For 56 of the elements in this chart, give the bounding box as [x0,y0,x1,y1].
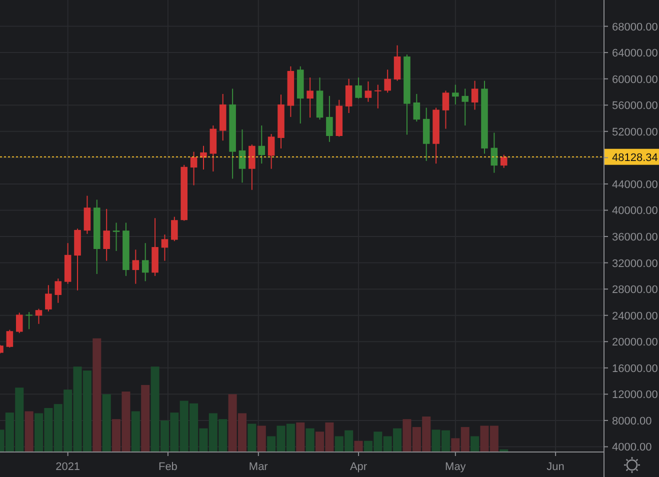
candlestick [190,151,198,186]
candlestick [238,128,246,184]
candlestick [345,78,352,114]
candlestick [394,44,401,82]
candlestick [132,249,140,284]
candlestick [374,84,382,109]
x-tick-label: Feb [158,461,178,473]
y-tick-label: 68000.00 [612,21,658,34]
candlestick [306,77,314,118]
y-tick-label: 12000.00 [612,389,658,402]
y-tick-label: 16000.00 [612,362,658,375]
y-tick-label: 20000.00 [612,336,658,349]
candlestick [142,242,149,282]
candlestick [355,77,362,100]
candlestick [84,195,91,234]
candlestick [26,312,32,330]
y-tick-label: 4000.00 [612,442,652,454]
candlestick [452,84,459,105]
candlestick [16,312,23,334]
candlestick [171,216,178,242]
x-tick-label: Jun [546,461,564,473]
y-tick-label: 64000.00 [612,48,658,60]
candlestick [248,144,256,190]
y-tick-label: 60000.00 [612,74,658,86]
candlestick [500,154,508,168]
x-tick-label: Mar [248,461,268,473]
candlestick [471,80,478,110]
candlestick [364,80,372,102]
candlestick [384,69,391,94]
x-tick-label: Apr [350,461,368,473]
y-tick-label: 44000.00 [612,178,658,191]
y-tick-label: 52000.00 [612,126,658,138]
candlestick [112,222,120,252]
candlestick [442,90,450,130]
candlestick [413,93,420,122]
candlestick [258,124,266,164]
candlestick [6,329,14,348]
candlestick [490,132,498,174]
candlestick [462,88,469,126]
candlestick [45,284,52,312]
candlestick [103,208,110,262]
y-tick-label: 56000.00 [612,100,658,112]
y-tick-label: 8000.00 [612,415,652,428]
y-tick-label: 24000.00 [612,310,658,322]
y-tick-label: 36000.00 [612,232,658,244]
x-tick-label: 2021 [56,461,80,473]
candlestick [35,308,42,324]
ref-line-label: 48128.34 [612,152,658,164]
candlestick [54,278,62,304]
y-tick-label: 28000.00 [612,284,658,296]
candlestick [326,95,333,142]
y-tick-label: 32000.00 [612,258,658,270]
candlestick [161,234,168,262]
x-tick-label: May [445,461,466,473]
y-tick-label: 40000.00 [612,205,658,218]
candlestick [268,134,275,170]
